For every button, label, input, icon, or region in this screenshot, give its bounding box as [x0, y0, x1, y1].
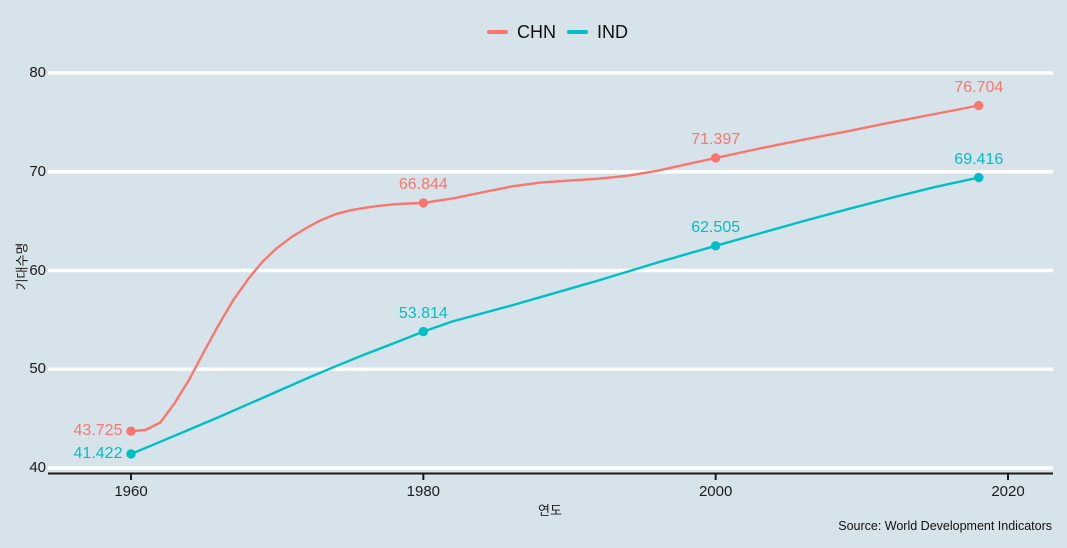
- legend-label: CHN: [517, 22, 556, 42]
- legend-item-ind: IND: [567, 22, 628, 42]
- data-label-ind-1960: 41.422: [73, 444, 123, 462]
- series-line-chn: [129, 104, 980, 433]
- y-tick-label-60: 60: [29, 261, 46, 279]
- data-point-ind-1980: [418, 326, 429, 337]
- x-tick-label-1960: 1960: [114, 483, 148, 500]
- data-point-chn-1980: [418, 198, 429, 208]
- x-tick-label-2020: 2020: [991, 483, 1025, 500]
- data-point-ind-1960: [126, 449, 136, 459]
- x-axis-title: 연도: [538, 503, 562, 518]
- data-point-chn-1960: [126, 426, 136, 436]
- y-tick-label-80: 80: [29, 64, 46, 81]
- legend-item-chn: CHN: [487, 22, 556, 42]
- data-point-chn-2018: [974, 100, 984, 111]
- y-tick-label-40: 40: [29, 459, 46, 476]
- data-label-ind-1980: 53.814: [398, 305, 448, 323]
- data-label-chn-2000: 71.397: [691, 131, 741, 149]
- legend-key-icon: [487, 30, 508, 34]
- source-note: Source: World Development Indicators: [838, 519, 1052, 533]
- data-label-ind-2000: 62.505: [691, 219, 741, 237]
- series-line-ind: [129, 176, 980, 456]
- x-tick-label-2000: 2000: [698, 483, 733, 500]
- data-point-ind-2018: [974, 172, 984, 183]
- legend: CHN IND: [487, 22, 628, 42]
- data-label-chn-1960: 43.725: [73, 422, 123, 440]
- y-tick-label-70: 70: [29, 162, 46, 180]
- data-label-chn-1980: 66.844: [398, 176, 448, 194]
- legend-label: IND: [597, 22, 628, 42]
- x-tick-label-1980: 1980: [406, 483, 441, 500]
- legend-key-icon: [567, 30, 588, 34]
- data-point-chn-2000: [710, 153, 721, 163]
- data-label-chn-2018: 76.704: [954, 79, 1004, 97]
- y-axis-title: 기대수명: [14, 242, 30, 291]
- data-point-ind-2000: [710, 241, 721, 251]
- y-tick-label-50: 50: [29, 360, 46, 378]
- data-label-ind-2018: 69.416: [954, 151, 1004, 169]
